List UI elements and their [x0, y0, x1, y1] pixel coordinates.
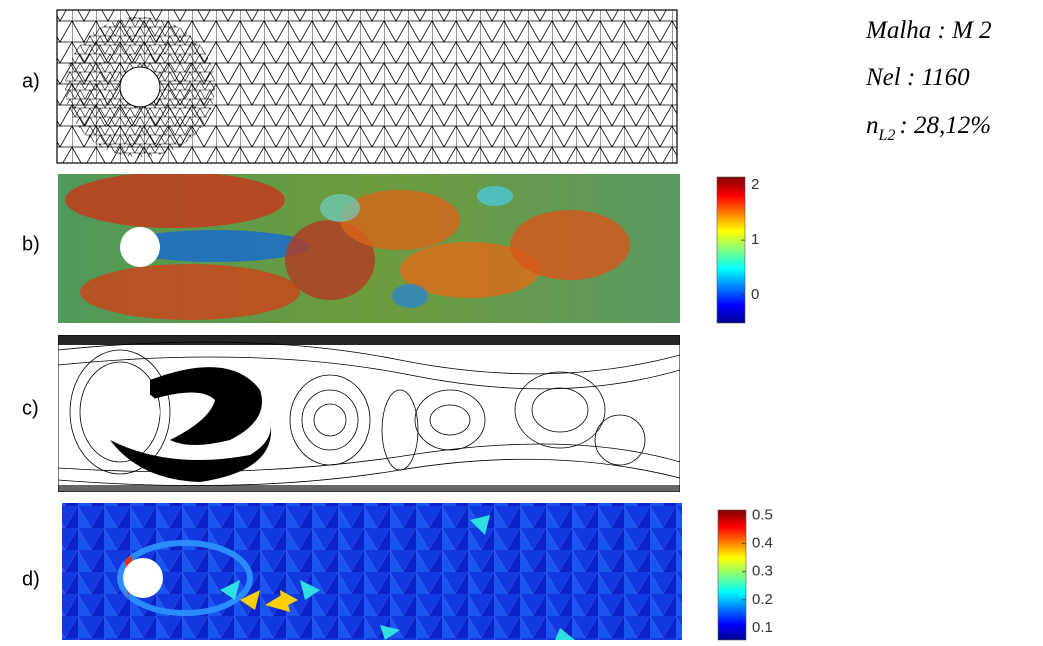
error-panel: [62, 503, 682, 640]
norm-value: : 28,12%: [899, 112, 991, 139]
panel-label: a): [22, 70, 40, 92]
figure: a) b) c) d) Malha : M 2 Nel : 1160 nL2: …: [0, 0, 1043, 646]
element-count: Nel : 1160: [865, 64, 970, 91]
mesh-name: Malha : M 2: [865, 17, 992, 44]
colorbar: [718, 510, 746, 640]
colorbar-tick-label: 0.3: [752, 563, 773, 580]
panel-label: d): [22, 568, 40, 590]
colorbar-tick-label: 2: [751, 176, 759, 193]
colorbar-tick-label: 0.1: [752, 619, 773, 636]
panel-label: c): [22, 397, 39, 419]
colorbar-tick-label: 1: [751, 231, 759, 248]
error-norm: nL2: 28,12%: [866, 112, 991, 144]
colorbar-tick-label: 0.5: [752, 507, 773, 524]
colorbar-tick-label: 0: [751, 286, 759, 303]
norm-subscript: L2: [878, 127, 896, 144]
colorbar-tick-label: 0.2: [752, 591, 773, 608]
mesh-panel: [57, 10, 677, 163]
velocity-panel: [58, 172, 680, 323]
contour-panel: [58, 335, 680, 492]
norm-symbol: n: [866, 112, 879, 139]
panel-label: b): [22, 233, 40, 255]
colorbar: [717, 177, 745, 323]
colorbar-tick-label: 0.4: [752, 535, 773, 552]
